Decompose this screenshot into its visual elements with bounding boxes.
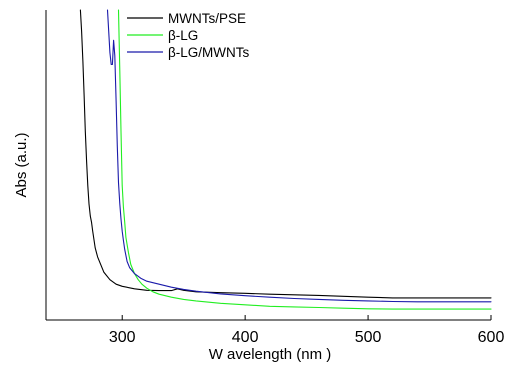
legend-label-1: MWNTs/PSE — [168, 11, 246, 26]
x-tick-label: 300 — [109, 329, 136, 346]
y-axis-title: Abs (a.u.) — [13, 132, 30, 197]
series-line-3 — [106, 9, 492, 303]
x-tick-label: 500 — [355, 329, 382, 346]
axes — [45, 10, 491, 321]
legend: MWNTs/PSE β-LG β-LG/MWNTs — [127, 11, 250, 60]
x-axis-ticks: 300 400 500 600 — [109, 315, 505, 346]
plot-lines — [79, 9, 492, 310]
series-line-2 — [117, 9, 492, 310]
legend-label-2: β-LG — [168, 28, 198, 43]
x-axis-title: W avelength (nm ) — [209, 346, 332, 363]
series-line-1 — [79, 9, 492, 299]
legend-label-3: β-LG/MWNTs — [168, 45, 250, 60]
x-tick-label: 400 — [232, 329, 259, 346]
x-tick-label: 600 — [478, 329, 505, 346]
